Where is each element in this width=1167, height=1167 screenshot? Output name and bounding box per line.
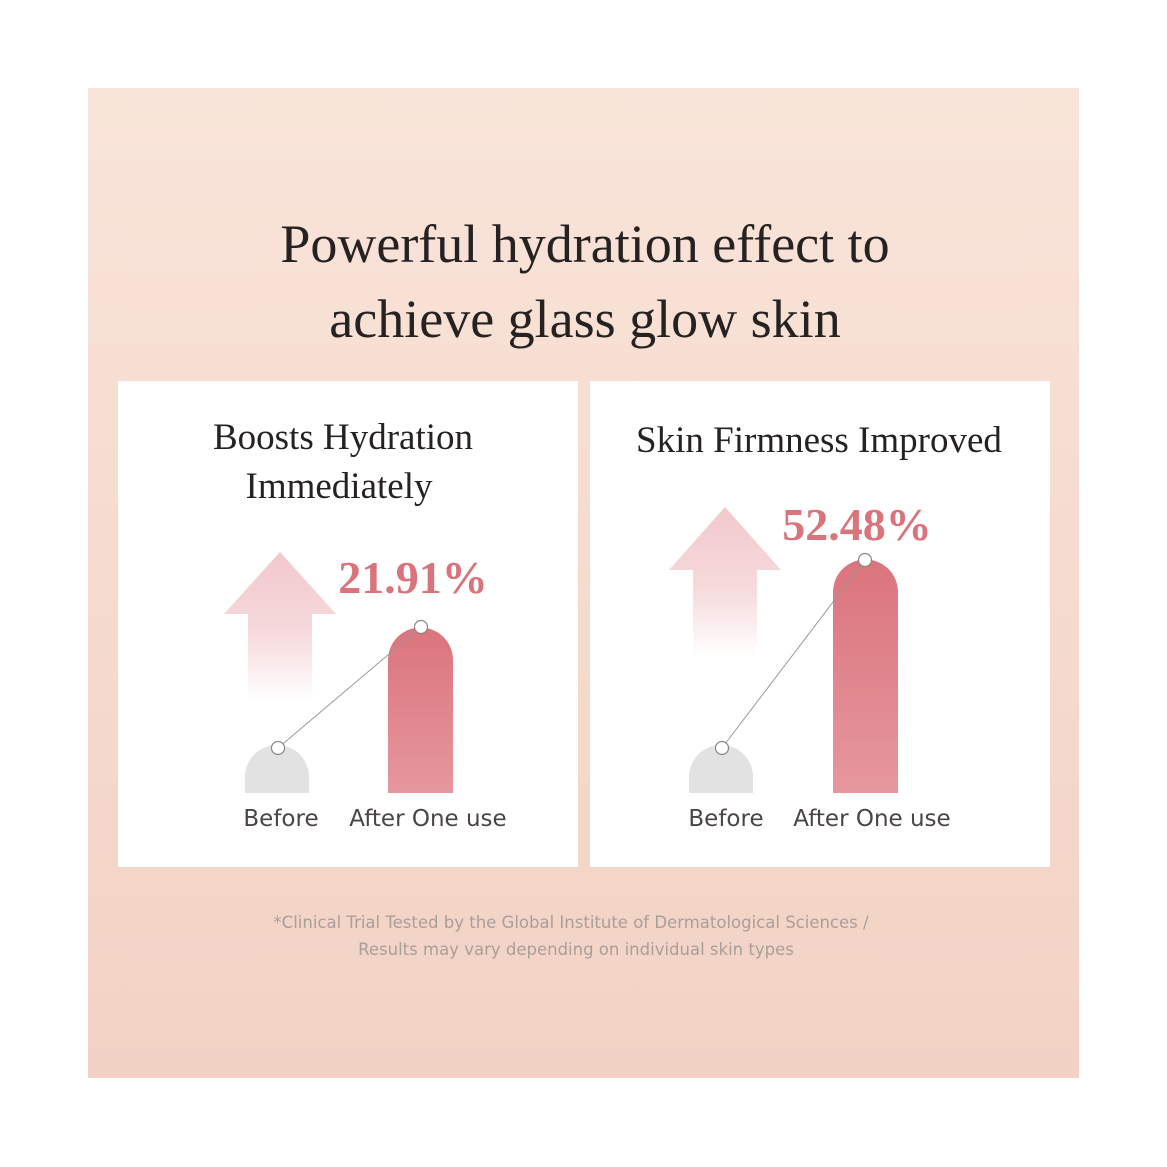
after-bar	[388, 627, 453, 793]
bar-label: After One use	[349, 806, 506, 832]
card: Skin Firmness Improved 52.48% Before Aft…	[590, 381, 1050, 867]
before-bar	[689, 745, 753, 793]
footnote: *Clinical Trial Tested by the Global Ins…	[273, 913, 869, 932]
connector	[721, 559, 866, 749]
dot	[270, 740, 286, 756]
card-title: Boosts Hydration	[213, 417, 473, 458]
percent: 52.48%	[782, 499, 932, 550]
before-bar	[245, 745, 309, 793]
card: Boosts Hydration Immediately 21.91% Befo…	[118, 381, 578, 867]
connector	[277, 626, 422, 749]
bar-label: Before	[243, 806, 318, 832]
after-bar	[833, 559, 898, 793]
dot	[857, 552, 873, 568]
dot	[714, 740, 730, 756]
arrow	[669, 507, 781, 656]
card-title: Immediately	[246, 466, 433, 507]
card-title: Skin Firmness Improved	[636, 420, 1002, 461]
bar-label: After One use	[793, 806, 950, 832]
footnote: Results may vary depending on individual…	[358, 940, 794, 959]
title: Powerful hydration effect to	[280, 214, 889, 274]
percent: 21.91%	[338, 552, 488, 603]
title: achieve glass glow skin	[329, 289, 840, 349]
dot	[413, 619, 429, 635]
card-bg	[590, 381, 1050, 867]
card-bg	[118, 381, 578, 867]
arrow	[224, 552, 336, 700]
bar-label: Before	[688, 806, 763, 832]
